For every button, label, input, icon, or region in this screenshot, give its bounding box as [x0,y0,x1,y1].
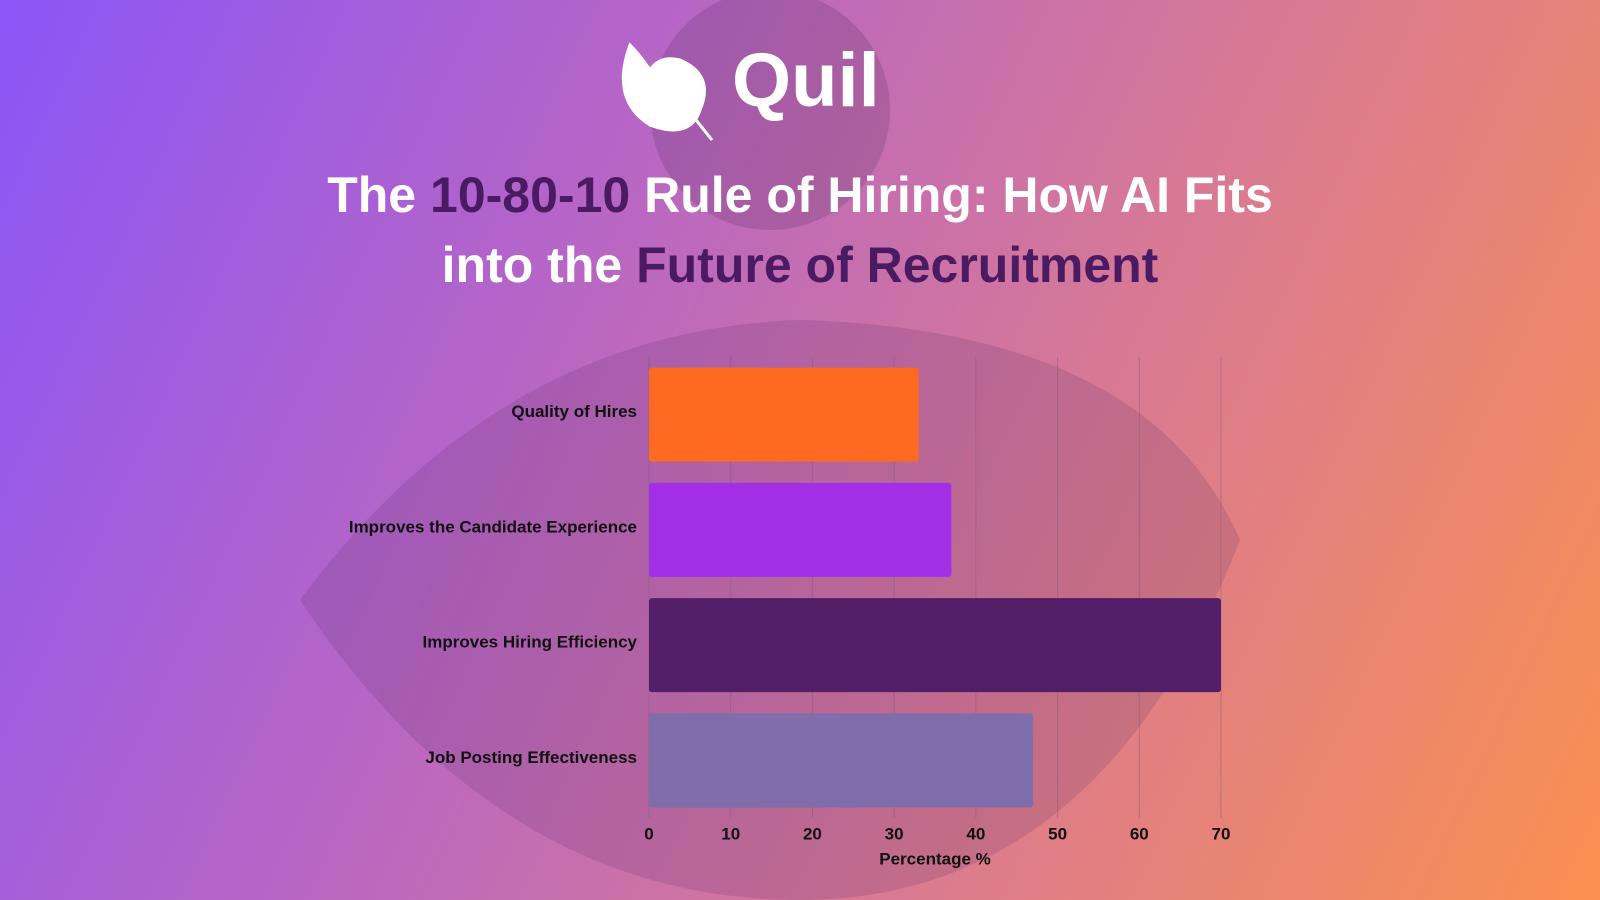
title-segment: Future of Recruitment [636,237,1159,293]
title-segment: Rule of Hiring: How AI Fits into the [441,167,1273,293]
bar [649,482,952,577]
y-tick-label: Job Posting Effectiveness [425,748,637,767]
x-tick-label: 70 [1212,824,1231,843]
bar [649,367,919,462]
y-tick-label: Improves the Candidate Experience [349,517,637,536]
title-segment: 10-80-10 [430,167,631,223]
x-tick-label: 40 [966,824,985,843]
x-axis-label: Percentage % [879,849,991,868]
logo-icon [621,42,714,141]
x-tick-label: 10 [721,824,740,843]
brand: Quil [732,38,880,123]
x-tick-label: 60 [1130,824,1149,843]
title-segment: The [327,167,417,223]
x-tick-label: 50 [1048,824,1067,843]
x-tick-label: 20 [803,824,822,843]
y-tick-label: Quality of Hires [511,402,637,421]
x-tick-label: 0 [644,824,653,843]
y-tick-label: Improves Hiring Efficiency [423,633,638,652]
chart-title: The 10-80-10 Rule of Hiring: How AI Fits… [300,160,1300,300]
x-tick-label: 30 [885,824,904,843]
bar [649,713,1034,808]
bar [649,598,1221,693]
